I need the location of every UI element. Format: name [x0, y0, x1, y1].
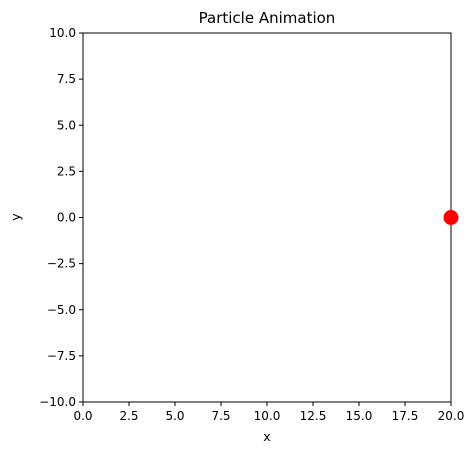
- x-tick-label: 2.5: [119, 409, 138, 423]
- y-axis-label: y: [8, 213, 23, 221]
- y-tick-label: −10.0: [39, 395, 76, 409]
- x-tick-label: 17.5: [392, 409, 419, 423]
- y-tick-label: 10.0: [49, 26, 76, 40]
- plot-frame: [82, 32, 452, 403]
- particle-points: [443, 210, 459, 225]
- x-tick-label: 20.0: [438, 409, 465, 423]
- plot-area: [82, 32, 452, 403]
- y-tick-label: −5.0: [47, 303, 76, 317]
- y-tick-label: 0.0: [57, 211, 76, 225]
- y-tick-label: 5.0: [57, 118, 76, 132]
- x-tick-label: 10.0: [254, 409, 281, 423]
- x-tick-label: 5.0: [165, 409, 184, 423]
- y-axis-ticks: 10.0 7.5 5.0 2.5 0.0 −2.5 −5.0 −7.5 −10.0: [39, 26, 83, 409]
- x-axis-label: x: [263, 429, 270, 444]
- x-tick-label: 12.5: [300, 409, 327, 423]
- particle-point: [443, 210, 459, 225]
- chart-title: Particle Animation: [199, 9, 336, 27]
- x-axis-ticks: 0.0 2.5 5.0 7.5 10.0 12.5 15.0 17.5 20.0: [73, 402, 464, 423]
- x-tick-label: 0.0: [73, 409, 92, 423]
- x-tick-label: 15.0: [346, 409, 373, 423]
- y-tick-label: 7.5: [57, 72, 76, 86]
- y-tick-label: −2.5: [47, 257, 76, 271]
- y-tick-label: 2.5: [57, 164, 76, 178]
- x-tick-label: 7.5: [211, 409, 230, 423]
- y-tick-label: −7.5: [47, 349, 76, 363]
